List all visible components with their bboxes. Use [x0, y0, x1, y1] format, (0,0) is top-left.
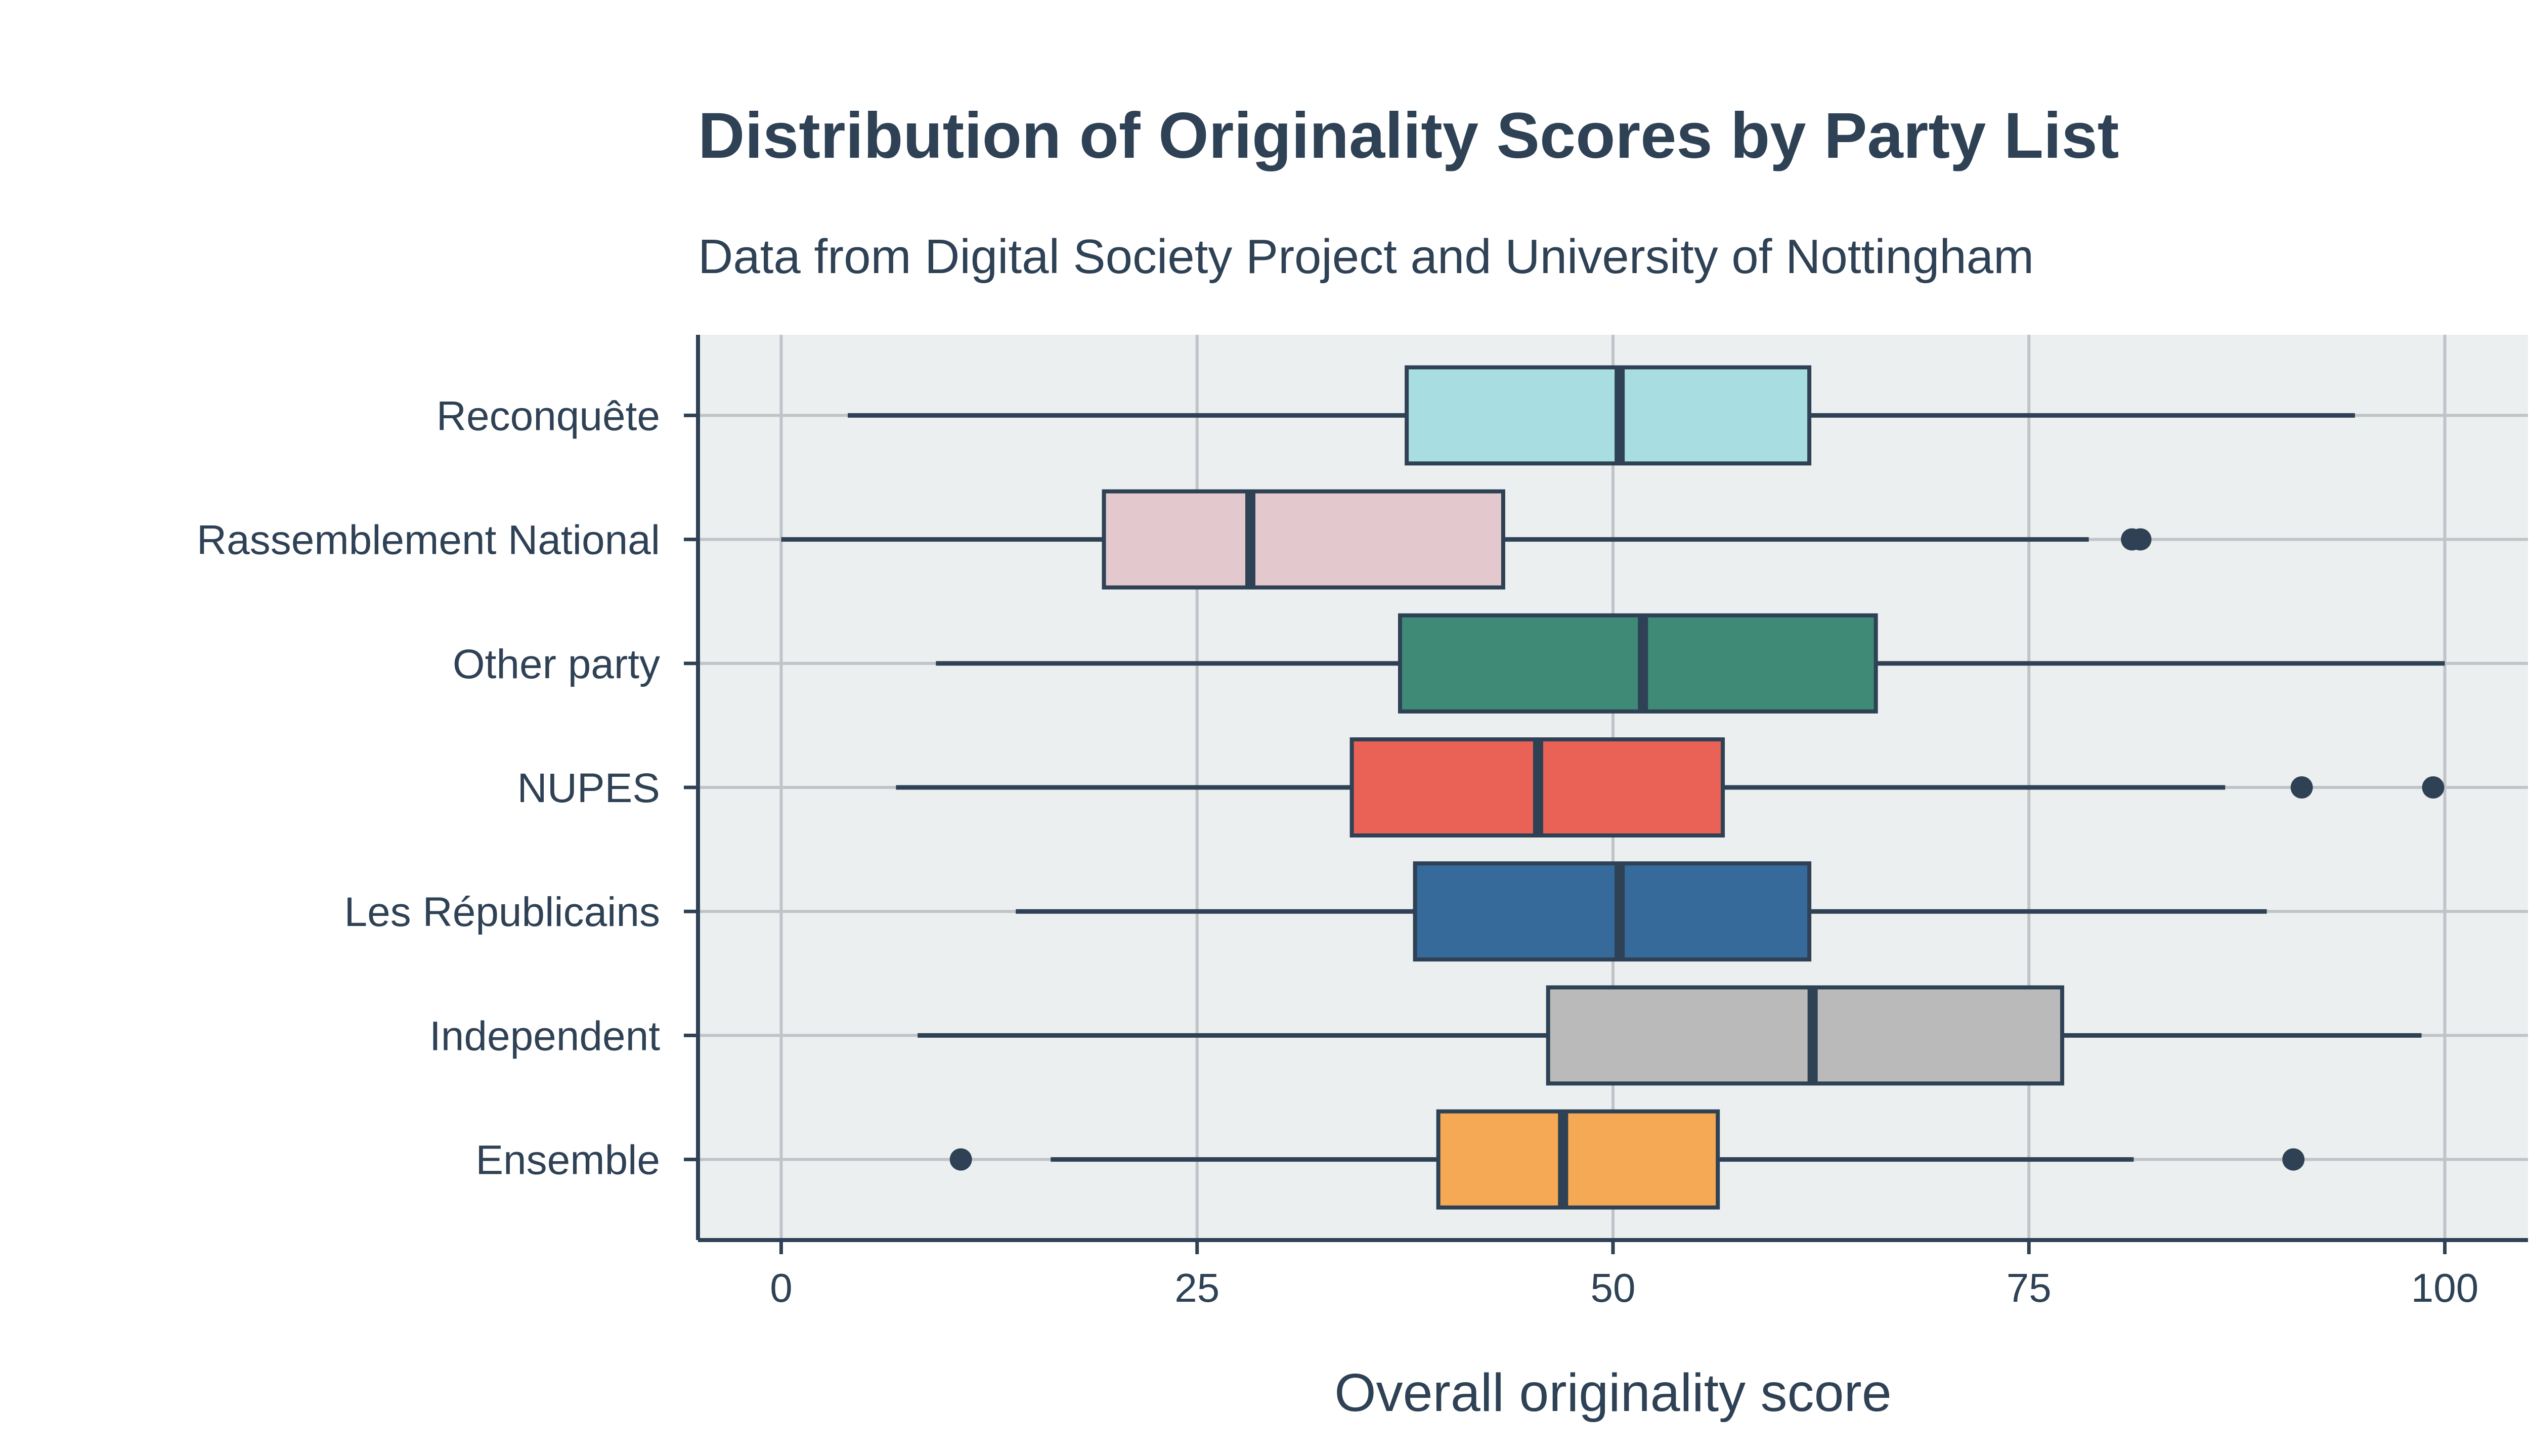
y-tick-labels: Reconquête Rassemblement National Other pa… [197, 393, 698, 1183]
y-tick-label: Independent [429, 1013, 660, 1059]
chart-subtitle: Data from Digital Society Project and Un… [698, 230, 2034, 284]
outlier-point [2129, 528, 2152, 551]
outlier-point [949, 1148, 972, 1171]
chart-title: Distribution of Originality Scores by Pa… [698, 100, 2119, 172]
box-layer [781, 365, 2445, 1210]
box [1436, 1109, 1720, 1210]
x-axis-title: Overall originality score [1334, 1363, 1892, 1423]
outlier-point [2282, 1148, 2305, 1171]
y-tick-label: Les Républicains [344, 889, 661, 935]
outlier-point [2422, 776, 2445, 799]
y-tick-label: Rassemblement National [197, 517, 660, 563]
x-tick-label: 50 [1591, 1265, 1636, 1310]
box [1405, 365, 1812, 466]
x-tick-label: 75 [2007, 1265, 2052, 1310]
x-tick-label: 25 [1174, 1265, 1219, 1310]
x-tick-label: 100 [2411, 1265, 2478, 1310]
y-tick-label: Reconquête [437, 393, 660, 439]
outlier-point [2290, 776, 2313, 799]
x-tick-labels: 0 25 50 75 100 [770, 1240, 2478, 1310]
x-tick-label: 0 [770, 1265, 793, 1310]
y-tick-label: NUPES [517, 765, 660, 811]
y-tick-label: Ensemble [475, 1137, 660, 1183]
box [1102, 489, 1505, 590]
box [1546, 985, 2065, 1086]
box [1413, 861, 1812, 962]
y-tick-label: Other party [453, 641, 660, 687]
